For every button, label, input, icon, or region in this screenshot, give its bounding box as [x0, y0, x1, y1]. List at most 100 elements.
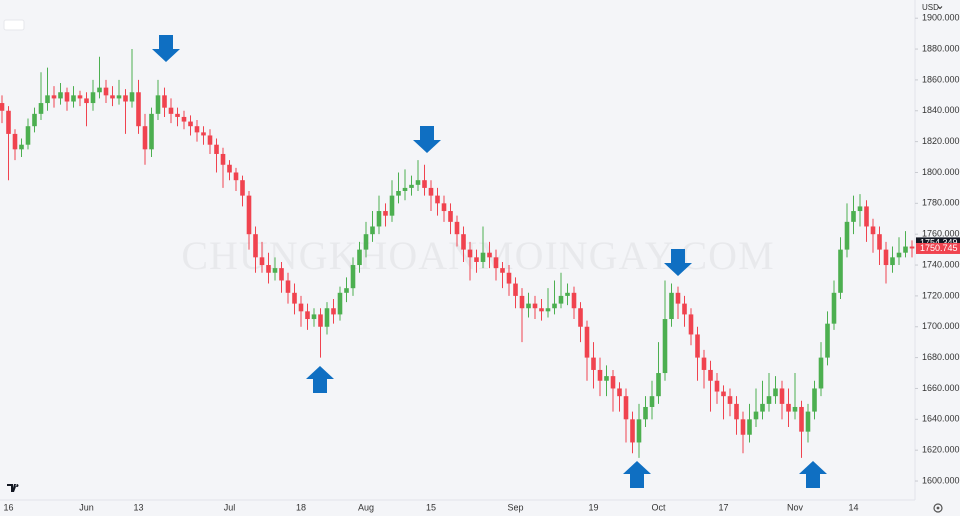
candle-body — [656, 373, 661, 397]
candle-body — [259, 257, 265, 266]
candle-body — [617, 388, 622, 397]
price-label: 1750.745 — [920, 243, 958, 253]
candle-body — [97, 87, 102, 93]
candle-body — [272, 268, 278, 273]
legend-toggle[interactable] — [3, 19, 25, 31]
candle-body — [844, 221, 850, 250]
candle-body — [487, 252, 492, 258]
x-tick-label: 16 — [3, 502, 13, 512]
candle-body — [253, 234, 258, 258]
candle-body — [493, 257, 499, 269]
candle-body — [188, 121, 193, 127]
candle-body — [461, 234, 466, 250]
candle-body — [812, 388, 817, 412]
candle-body — [324, 308, 330, 327]
arrow-up — [306, 366, 334, 393]
candle-body — [708, 369, 713, 381]
x-tick-label: Jul — [224, 502, 236, 512]
gear-center[interactable] — [936, 506, 940, 510]
candle-body — [331, 308, 336, 315]
candle-body — [51, 95, 57, 99]
candle-body — [890, 257, 895, 266]
currency-caret[interactable] — [937, 6, 943, 10]
y-tick-label: 1880.000 — [922, 43, 960, 53]
candle-body — [851, 211, 856, 222]
candle-body — [409, 184, 414, 188]
candle-body — [630, 419, 635, 443]
candle-body — [779, 388, 785, 404]
candle-body — [623, 396, 629, 420]
settings-icon[interactable] — [933, 503, 943, 513]
candle-body — [870, 226, 876, 235]
candle-body — [318, 314, 323, 327]
candle-body — [740, 419, 746, 435]
candle-body — [818, 357, 824, 389]
candle-body — [903, 246, 908, 253]
annotation-arrows — [152, 35, 827, 488]
candle-body — [415, 180, 421, 185]
x-tick-label: 13 — [133, 502, 143, 512]
x-tick-label: Oct — [651, 502, 666, 512]
candle-body — [285, 280, 291, 293]
candle-body — [32, 113, 37, 127]
candle-body — [116, 95, 122, 99]
candle-body — [110, 95, 115, 99]
candle-body — [877, 234, 882, 250]
gear[interactable] — [933, 503, 943, 513]
candle-body — [337, 292, 343, 315]
candle-body — [155, 95, 161, 114]
candle-body — [45, 95, 50, 104]
candle-body — [909, 246, 915, 249]
candle-body — [519, 295, 525, 309]
x-tick-label: 17 — [718, 502, 728, 512]
price-label-box — [916, 242, 960, 254]
candle-body — [175, 113, 180, 117]
candle-body — [77, 95, 83, 99]
candle-body — [792, 406, 798, 412]
candle-body — [688, 314, 694, 335]
currency-selector[interactable]: USD — [922, 3, 939, 12]
candle-body — [129, 92, 135, 102]
candle-body — [500, 268, 505, 273]
x-tick-label: Sep — [507, 502, 523, 512]
candles — [0, 49, 915, 458]
candle-body — [383, 211, 388, 216]
candle-body — [90, 92, 96, 104]
x-tick-label: 19 — [588, 502, 598, 512]
candle-body — [12, 133, 18, 150]
candle-body — [610, 376, 616, 389]
candle-body — [25, 126, 31, 145]
candle-body — [558, 295, 564, 304]
candle-body — [682, 303, 687, 315]
candle-body — [506, 272, 512, 284]
candle-body — [513, 283, 518, 296]
candle-body — [883, 249, 889, 266]
candle-body — [643, 406, 648, 420]
candle-body — [363, 234, 369, 250]
candle-body — [389, 195, 395, 216]
candle-body — [571, 292, 577, 309]
y-tick-label: 1720.000 — [922, 290, 960, 300]
y-tick-label: 1860.000 — [922, 74, 960, 84]
candle-body — [539, 308, 544, 312]
candle-body — [747, 419, 752, 435]
candle-body — [84, 98, 89, 104]
candle-body — [142, 126, 148, 150]
candle-body — [311, 314, 317, 320]
candle-body — [376, 211, 382, 227]
candle-body — [149, 113, 154, 150]
candle-body — [448, 211, 453, 222]
candle-body — [103, 87, 109, 96]
candle-body — [578, 308, 583, 327]
candle-body — [298, 303, 304, 312]
candle-body — [38, 103, 44, 114]
candle-body — [565, 292, 570, 296]
y-tick-label: 1700.000 — [922, 321, 960, 331]
candle-body — [240, 180, 245, 196]
candle-body — [584, 326, 590, 358]
y-tick-label: 1820.000 — [922, 136, 960, 146]
candle-body — [123, 95, 128, 102]
candle-body — [831, 292, 837, 324]
y-tick-label: 1760.000 — [922, 229, 960, 239]
